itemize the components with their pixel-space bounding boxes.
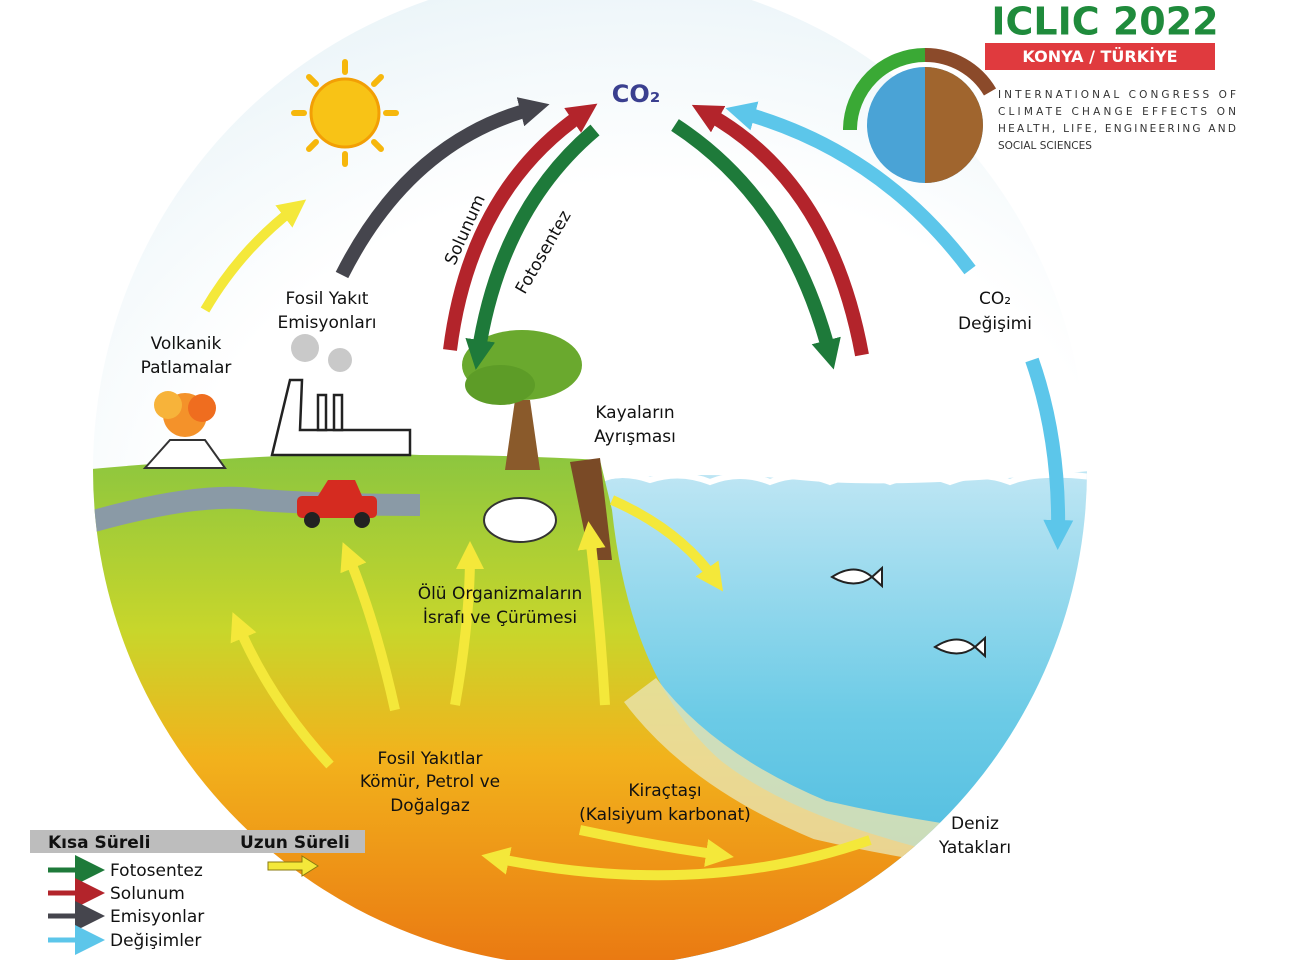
co2-label: CO₂: [612, 80, 661, 108]
page: CO₂ Solunum Fotosentez Fosil Yakıt Emisy…: [0, 0, 1297, 960]
weathering-label: Ayrışması: [594, 427, 676, 447]
fossil-fuels-label: Kömür, Petrol ve: [360, 772, 500, 792]
fossil-emissions-label: Fosil Yakıt: [286, 289, 369, 309]
co2-exchange-label: CO₂: [979, 289, 1011, 309]
carbon-cycle-diagram: CO₂ Solunum Fotosentez Fosil Yakıt Emisy…: [0, 0, 1297, 960]
fossil-fuels-label: Fosil Yakıtlar: [377, 749, 482, 769]
logo-description: HEALTH, LIFE, ENGINEERING AND: [998, 123, 1236, 135]
volcanic-label: Patlamalar: [141, 358, 232, 378]
limestone-label: (Kalsiyum karbonat): [579, 805, 751, 825]
logo-description: CLIMATE CHANGE EFFECTS ON: [998, 106, 1236, 118]
limestone-label: Kiraçtaşı: [628, 781, 701, 801]
logo-description: INTERNATIONAL CONGRESS OF: [998, 89, 1236, 101]
legend-long-term: Uzun Süreli: [240, 833, 350, 853]
weathering-label: Kayaların: [595, 403, 674, 423]
sea-beds-label: Yatakları: [938, 838, 1011, 858]
legend-item: Solunum: [110, 884, 185, 904]
logo-title: ICLIC 2022: [991, 0, 1218, 44]
co2-exchange-label: Değişimi: [958, 314, 1032, 334]
fossil-fuels-label: Doğalgaz: [390, 796, 470, 816]
decay-label: Ölü Organizmaların: [418, 582, 583, 604]
logo-location: KONYA / TÜRKİYE: [1022, 47, 1177, 66]
logo-description: SOCIAL SCIENCES: [998, 140, 1092, 152]
decay-label: İsrafı ve Çürümesi: [423, 607, 577, 628]
volcanic-label: Volkanik: [151, 334, 222, 354]
sheep: [484, 498, 556, 542]
legend-item: Emisyonlar: [110, 907, 204, 927]
legend-item: Değişimler: [110, 931, 201, 951]
sea-beds-label: Deniz: [951, 814, 999, 834]
legend: Kısa Süreli Uzun Süreli Fotosentez Solun…: [30, 830, 365, 951]
legend-item: Fotosentez: [110, 861, 203, 881]
fossil-emissions-label: Emisyonları: [278, 313, 377, 333]
legend-short-term: Kısa Süreli: [48, 833, 150, 853]
logo: ICLIC 2022 KONYA / TÜRKİYE INTERNATIONAL…: [850, 0, 1236, 183]
